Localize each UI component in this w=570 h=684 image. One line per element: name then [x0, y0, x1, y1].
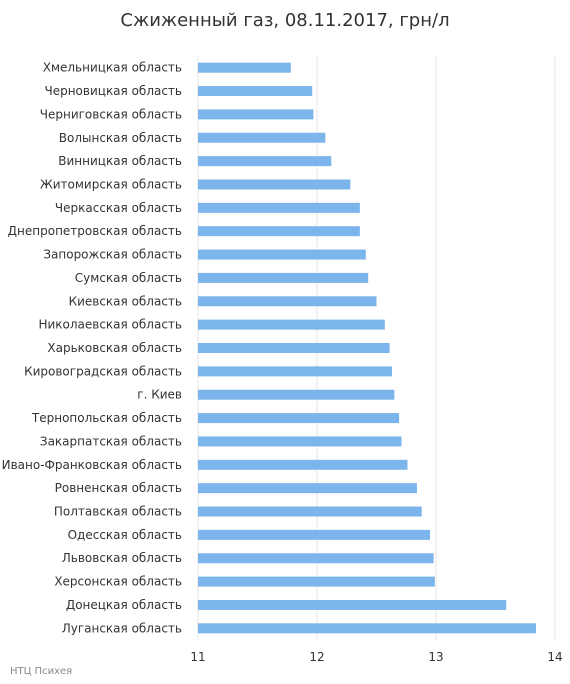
- bar: [198, 366, 392, 377]
- bar: [198, 226, 360, 237]
- bar: [198, 506, 422, 517]
- bar: [198, 202, 360, 213]
- category-label: Запорожская область: [43, 248, 182, 262]
- bar: [198, 156, 332, 167]
- category-label: Тернопольская область: [31, 411, 182, 425]
- bar: [198, 272, 369, 283]
- bar: [198, 553, 434, 564]
- category-label: Черновицкая область: [44, 84, 182, 98]
- bar: [198, 62, 291, 73]
- bar: [198, 132, 326, 143]
- category-label: Черниговская область: [40, 107, 182, 121]
- chart-title: Сжиженный газ, 08.11.2017, грн/л: [120, 10, 450, 31]
- category-label: Луганская область: [62, 621, 182, 635]
- category-label: Винницкая область: [58, 154, 182, 168]
- category-label: Днепропетровская область: [8, 224, 182, 238]
- category-label: Полтавская область: [54, 505, 182, 519]
- x-axis-ticks: 11 12 13 14: [190, 650, 562, 664]
- category-label: Николаевская область: [38, 318, 182, 332]
- category-label: Львовская область: [62, 551, 182, 565]
- x-tick-label: 14: [547, 650, 562, 664]
- bar: [198, 413, 400, 424]
- category-label: Черкасская область: [55, 201, 182, 215]
- x-tick-label: 13: [428, 650, 443, 664]
- category-label: Донецкая область: [66, 598, 182, 612]
- bar: [198, 109, 314, 120]
- category-label: Волынская область: [59, 131, 182, 145]
- category-label: Ровненская область: [55, 481, 182, 495]
- category-label: Одесская область: [68, 528, 182, 542]
- category-label: г. Киев: [137, 388, 182, 402]
- bar: [198, 483, 417, 494]
- category-label: Херсонская область: [54, 575, 182, 589]
- category-label: Харьковская область: [47, 341, 182, 355]
- category-label: Сумская область: [75, 271, 182, 285]
- bar: [198, 296, 377, 307]
- bar: [198, 576, 435, 587]
- bar: [198, 436, 402, 447]
- x-tick-label: 12: [309, 650, 324, 664]
- category-label: Ивано-Франковская область: [2, 458, 182, 472]
- category-labels: Хмельницкая область Черновицкая область Че…: [2, 61, 182, 636]
- credit-text: НТЦ Психея: [10, 666, 73, 677]
- category-label: Хмельницкая область: [43, 61, 182, 75]
- bar: [198, 86, 313, 97]
- bar: [198, 249, 366, 260]
- x-tick-label: 11: [190, 650, 205, 664]
- bar: [198, 319, 385, 330]
- bar: [198, 529, 431, 540]
- category-label: Кировоградская область: [24, 364, 182, 378]
- bar: [198, 389, 395, 400]
- bar: [198, 343, 390, 353]
- bars: [198, 62, 536, 634]
- bar: [198, 623, 536, 634]
- bar: [198, 179, 351, 190]
- bar: [198, 599, 507, 610]
- bar: [198, 459, 408, 470]
- category-label: Житомирская область: [40, 177, 182, 191]
- category-label: Закарпатская область: [40, 434, 182, 448]
- category-label: Киевская область: [69, 294, 182, 308]
